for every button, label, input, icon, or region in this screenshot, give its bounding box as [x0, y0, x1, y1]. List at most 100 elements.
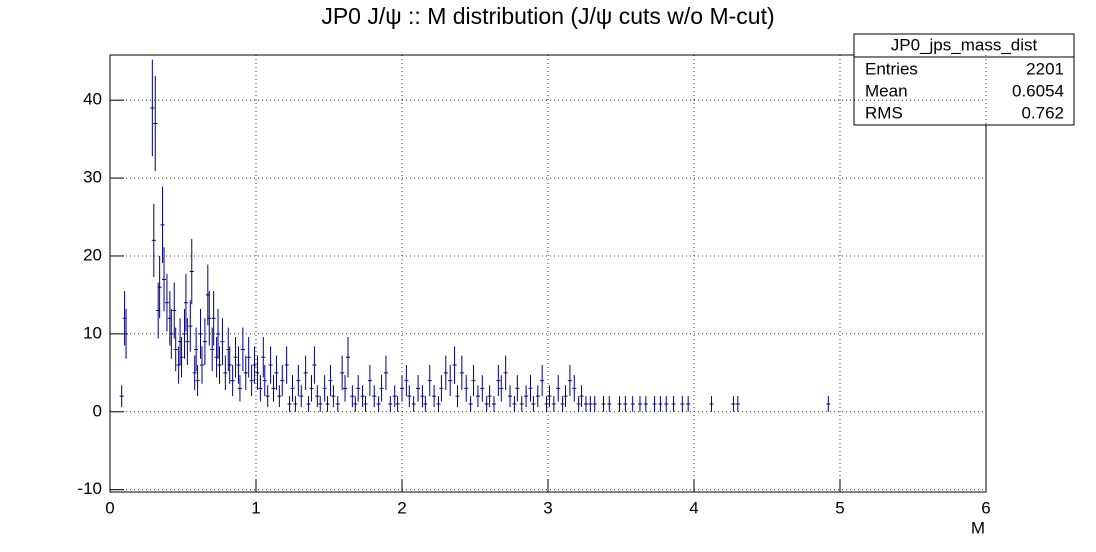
error-bar — [284, 346, 289, 384]
stats-label: Entries — [865, 59, 918, 78]
error-bar — [551, 396, 556, 412]
error-bar — [223, 355, 228, 390]
error-bar — [262, 365, 267, 397]
error-bar — [230, 365, 235, 397]
error-bar — [544, 396, 549, 412]
error-bar — [491, 396, 496, 412]
x-tick-label: 4 — [689, 498, 698, 517]
error-bar — [271, 375, 276, 402]
x-tick-label: 3 — [543, 498, 552, 517]
error-bar — [512, 396, 517, 412]
error-bar — [607, 396, 612, 412]
y-tick-label: 10 — [83, 323, 102, 342]
error-bar — [464, 375, 469, 402]
error-bar — [388, 396, 393, 412]
error-bar — [164, 273, 169, 332]
error-bar — [325, 396, 330, 412]
error-bar — [182, 308, 187, 359]
error-bar — [535, 385, 540, 408]
error-bar — [404, 365, 409, 397]
stats-value: 0.6054 — [1012, 81, 1064, 100]
error-bar — [416, 375, 421, 402]
error-bar — [303, 355, 308, 390]
error-bar — [296, 365, 301, 397]
error-bar — [439, 375, 444, 402]
error-bar — [151, 203, 156, 278]
y-tick-label: 20 — [83, 245, 102, 264]
error-bar — [623, 396, 628, 412]
error-bar — [560, 396, 565, 412]
error-bar — [169, 308, 174, 359]
error-bar — [826, 396, 831, 412]
error-bar — [643, 396, 648, 412]
error-bar — [471, 365, 476, 397]
error-bar — [356, 375, 361, 402]
error-bar — [216, 308, 221, 359]
error-bar — [652, 396, 657, 412]
error-bar — [376, 396, 381, 412]
error-bar — [427, 365, 432, 397]
error-bar — [195, 365, 200, 397]
error-bar — [233, 336, 238, 378]
error-bar — [524, 385, 529, 408]
stats-box — [853, 33, 1075, 126]
error-bar — [160, 186, 165, 263]
chart-title: JP0 J/ψ :: M distribution (J/ψ cuts w/o … — [321, 3, 774, 29]
error-bar — [290, 375, 295, 402]
error-bar — [372, 385, 377, 408]
error-bar — [508, 385, 513, 408]
x-tick-label: 1 — [251, 498, 260, 517]
error-bar — [173, 327, 178, 372]
stats-value: 2201 — [1026, 59, 1064, 78]
error-bar — [567, 365, 572, 397]
error-bar — [468, 396, 473, 412]
error-bar — [400, 375, 404, 402]
error-bar — [480, 375, 485, 402]
error-bar — [395, 396, 400, 412]
error-bar — [407, 385, 412, 408]
error-bar — [540, 365, 545, 397]
error-bar — [353, 396, 358, 412]
error-bar — [448, 365, 453, 397]
error-bar — [309, 375, 314, 402]
error-bar — [680, 396, 685, 412]
error-bar — [306, 396, 311, 412]
error-bar — [367, 365, 372, 397]
error-bar — [515, 375, 520, 402]
error-bar — [255, 355, 260, 390]
error-bar — [265, 385, 270, 408]
error-bar — [617, 396, 622, 412]
error-bar — [188, 300, 193, 352]
error-bar — [183, 273, 188, 332]
error-bar — [392, 385, 397, 408]
error-bar — [637, 396, 642, 412]
error-bar — [588, 396, 593, 412]
error-bar — [287, 396, 292, 412]
error-bar — [261, 336, 266, 378]
error-bar — [709, 396, 714, 412]
error-bar — [150, 59, 155, 157]
error-bar — [328, 365, 333, 397]
error-bar — [331, 385, 336, 408]
error-bar — [185, 318, 190, 366]
error-bar — [220, 318, 225, 366]
error-bar — [258, 375, 263, 402]
error-bar — [240, 327, 245, 372]
error-bar — [280, 365, 285, 397]
error-bar — [249, 365, 254, 397]
error-bar — [268, 346, 273, 384]
error-bar — [119, 385, 124, 408]
y-tick-label: 30 — [83, 168, 102, 187]
error-bar — [360, 385, 365, 408]
error-bar — [519, 396, 524, 412]
stats-value: 0.762 — [1021, 103, 1064, 122]
error-bar — [671, 396, 676, 412]
error-bar — [503, 355, 508, 390]
error-bar — [436, 396, 441, 412]
error-bar — [664, 396, 669, 412]
error-bar — [592, 396, 597, 412]
y-tick-label: 0 — [93, 401, 102, 420]
stats-title: JP0_jps_mass_dist — [891, 35, 1038, 54]
error-bar — [735, 396, 740, 412]
error-bar — [299, 385, 304, 408]
